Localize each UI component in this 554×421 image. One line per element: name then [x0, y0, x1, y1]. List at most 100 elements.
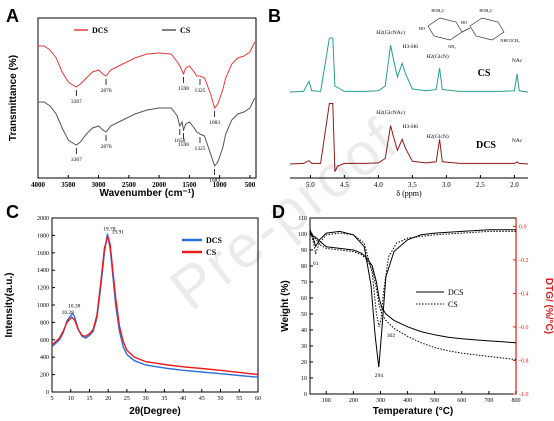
panel-label-b: B — [268, 6, 281, 26]
panel-c-annotation: 10.28 — [62, 310, 75, 316]
panel-b-nmr: 5.0 4.5 4.0 3.5 3.0 2.5 2.0 δ (ppm) CS DCS H2(GlcN… — [289, 8, 529, 198]
panel-d-ytick-label: 0 — [304, 392, 307, 398]
panel-a-xlabel: Wavenumber (cm⁻¹) — [100, 188, 195, 199]
panel-d-ytick-label: 70 — [301, 280, 307, 286]
panel-d-ytick-label: 90 — [301, 248, 307, 254]
panel-d-y2tick-label: -1.0 — [519, 392, 529, 398]
structure-label: NHCOCH₃ — [500, 38, 520, 43]
panel-b-peak-label: H2(GlcN) — [426, 53, 448, 60]
panel-a-xtick-label: 2000 — [152, 181, 167, 189]
structure-label: NH₂ — [448, 44, 456, 49]
panel-c-ytick-label: 400 — [40, 355, 49, 361]
panel-a-annotation: 1598 — [178, 142, 189, 148]
panel-a-series-cs — [38, 97, 256, 168]
panel-d-ytick-label: 60 — [301, 296, 307, 302]
panel-c-ytick-label: 200 — [40, 373, 49, 379]
panel-d-ytick-label: 40 — [301, 328, 307, 334]
panel-a-legend-label: DCS — [92, 26, 109, 35]
panel-c-annotation: 19.78 — [103, 227, 116, 233]
panel-a-ftir: 4000 3500 3000 2500 2000 1500 1000 500 Wavenumbe… — [8, 17, 257, 199]
panel-d-series-dcs-dtg — [309, 229, 516, 368]
panel-d-ytick-label: 10 — [301, 376, 307, 382]
panel-d-ytick-label: 20 — [301, 360, 307, 366]
panel-a-annotation: 1325 — [194, 146, 205, 152]
panel-d-annotation: 61 — [313, 261, 319, 267]
panel-b-xtick-label: 2.5 — [476, 181, 485, 189]
panel-b-series-dcs — [289, 103, 529, 172]
panel-b-xtick-label: 3.5 — [408, 181, 417, 189]
panel-c-ytick-label: 1000 — [37, 303, 49, 309]
panel-d-xtick-label: 700 — [484, 398, 493, 404]
panel-c-xtick-label: 55 — [236, 396, 242, 402]
panel-a-xtick-label: 4000 — [31, 181, 46, 189]
panel-label-d: D — [272, 202, 285, 222]
panel-c-ytick-label: 1200 — [37, 286, 49, 292]
panel-c-ylabel: Intensity(a.u.) — [4, 272, 15, 337]
panel-a-xtick-label: 3000 — [92, 181, 107, 189]
panel-b-peak-label: H2(GlcN) — [426, 133, 448, 140]
panel-b-series-label-dcs: DCS — [476, 140, 496, 151]
panel-c-ytick-label: 1800 — [37, 233, 49, 239]
panel-d-y2tick-label: -0.4 — [519, 291, 529, 297]
panel-c-xtick-label: 15 — [86, 396, 92, 402]
panel-c-xtick-label: 20 — [105, 396, 111, 402]
panel-d-xtick-label: 300 — [376, 398, 385, 404]
panel-b-xtick-label: 4.5 — [340, 181, 349, 189]
panel-b-peak-label: H3-H6 — [403, 44, 419, 50]
panel-d-y2tick-label: -0.8 — [519, 358, 529, 364]
panel-a-ylabel: Transmittance (%) — [8, 55, 19, 141]
panel-d-frame — [309, 217, 517, 395]
panel-a-annotation: 2876 — [101, 88, 112, 94]
panel-c-xtick-label: 25 — [124, 396, 130, 402]
panel-b-series-label-cs: CS — [478, 68, 491, 79]
panel-c-annotation: 19.91 — [112, 229, 125, 235]
structure-ring-1 — [427, 17, 463, 41]
panel-b-xtick-label: 5.0 — [306, 181, 315, 189]
panel-c-ytick-label: 0 — [46, 390, 49, 396]
panel-b-xlabel: δ (ppm) — [396, 189, 422, 198]
structure-ring-2 — [469, 17, 505, 41]
panel-d-legend-label: DCS — [448, 288, 464, 297]
panel-b-xtick-label: 3.0 — [442, 181, 451, 189]
panel-d-annotation: 294 — [375, 373, 384, 379]
panel-d-xtick-label: 200 — [349, 398, 358, 404]
structure-linkage — [461, 27, 471, 33]
panel-a-annotation: 1325 — [194, 88, 205, 94]
panel-b-xtick-label: 4.0 — [374, 181, 383, 189]
panel-c-ytick-label: 800 — [40, 320, 49, 326]
panel-d-ytick-label: 110 — [298, 216, 307, 222]
panel-b-peak-label: NAc — [512, 138, 523, 144]
panel-a-series-dcs — [38, 41, 256, 110]
panel-d-y2tick-label: -0.6 — [519, 325, 529, 331]
panel-c-series-dcs — [51, 233, 259, 378]
panel-d-xtick-label: 500 — [430, 398, 439, 404]
panel-label-a: A — [6, 6, 19, 26]
structure-label: HO — [419, 26, 425, 31]
panel-d-y2tick-label: 0.0 — [519, 224, 527, 230]
panel-a-legend-label: CS — [180, 26, 191, 35]
panel-d-series-cs-weight — [309, 233, 517, 361]
structure-label: HO — [461, 20, 467, 25]
panel-c-xtick-label: 60 — [255, 396, 261, 402]
panel-d-xlabel: Temperature (°C) — [373, 406, 454, 417]
panel-b-peak-label: NAc — [512, 58, 523, 64]
panel-d-xtick-label: 800 — [512, 398, 521, 404]
panel-d-ytick-label: 100 — [298, 232, 307, 238]
panel-c-annotation: 10.38 — [68, 304, 81, 310]
panel-b-peak-label: H2(GlcNAc) — [376, 109, 405, 116]
panel-c-legend-label: CS — [206, 248, 217, 257]
panel-c-ytick-label: 1600 — [37, 251, 49, 257]
panel-d-annotation: 302 — [387, 333, 396, 339]
panel-a-xtick-label: 500 — [245, 181, 256, 189]
panel-a-xtick-label: 2500 — [122, 181, 137, 189]
panel-c-xtick-label: 50 — [218, 396, 224, 402]
panel-a-annotation: 2876 — [101, 144, 112, 150]
panel-b-xtick-label: 2.0 — [510, 181, 519, 189]
panel-d-legend-label: CS — [448, 300, 458, 309]
panel-c-xlabel: 2θ(Degree) — [129, 406, 181, 417]
panel-d-xtick-label: 100 — [322, 398, 331, 404]
panel-c-xtick-label: 30 — [143, 396, 149, 402]
panel-c-xtick-label: 45 — [199, 396, 205, 402]
panel-d-ytick-label: 50 — [301, 312, 307, 318]
